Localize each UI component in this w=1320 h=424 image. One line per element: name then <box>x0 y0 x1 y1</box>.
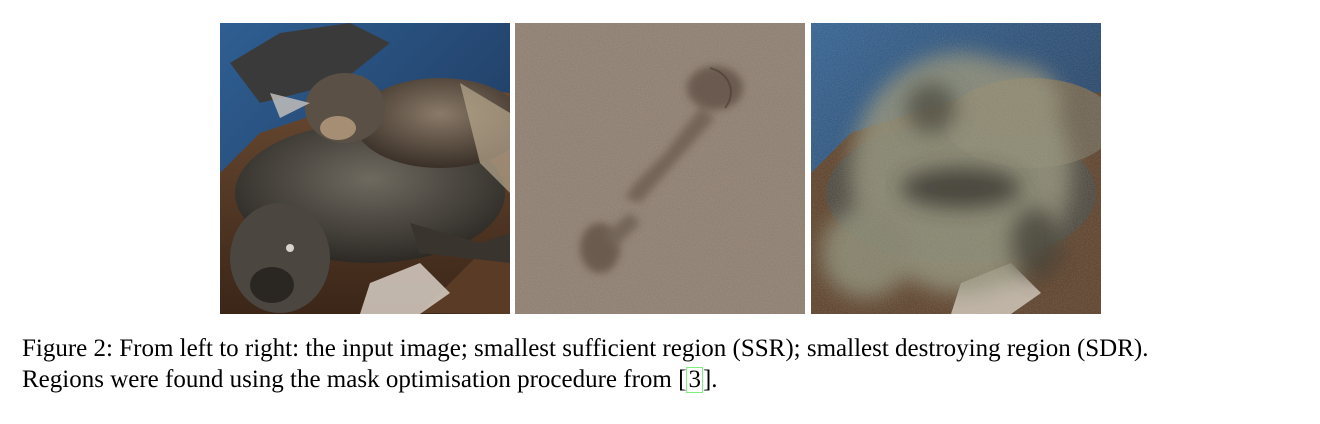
citation-link[interactable]: 3 <box>686 366 703 393</box>
figure-image-row <box>220 23 1101 314</box>
figure-caption: Figure 2: From left to right: the input … <box>22 333 1312 395</box>
ssr-mask-icon <box>515 23 805 314</box>
caption-line-2-end: ]. <box>702 366 718 393</box>
ssr-image <box>515 23 805 314</box>
caption-line-1: Figure 2: From left to right: the input … <box>22 335 1149 362</box>
sdr-image <box>811 23 1101 314</box>
input-image <box>220 23 510 314</box>
caption-line-2: Regions were found using the mask optimi… <box>22 364 1312 395</box>
sea-lion-photo-icon <box>220 23 510 314</box>
sdr-mask-icon <box>811 23 1101 314</box>
caption-line-2-text: Regions were found using the mask optimi… <box>22 366 687 393</box>
